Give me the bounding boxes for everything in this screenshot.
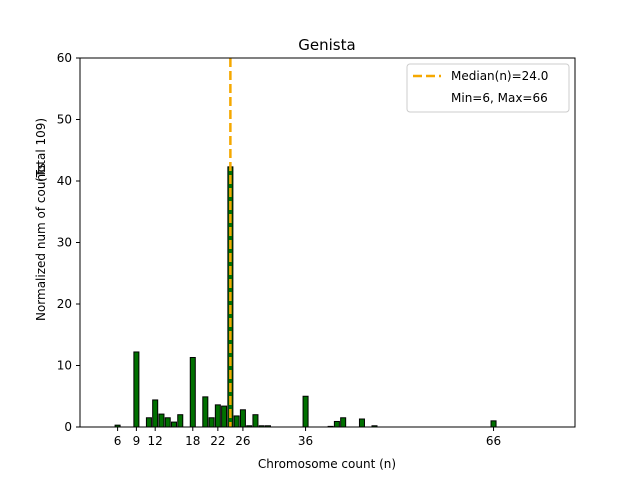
y-tick-label: 20 bbox=[57, 297, 72, 311]
bar bbox=[490, 420, 497, 428]
legend-minmax-label: Min=6, Max=66 bbox=[451, 91, 548, 105]
x-tick-label: 9 bbox=[133, 434, 141, 448]
chart-title: Genista bbox=[298, 36, 355, 54]
bar bbox=[158, 413, 165, 428]
bar bbox=[302, 395, 309, 428]
bar bbox=[358, 418, 365, 428]
y-tick-label: 40 bbox=[57, 174, 72, 188]
bar bbox=[233, 415, 240, 428]
bar bbox=[239, 409, 246, 428]
bar bbox=[145, 417, 152, 428]
y-axis-label: Normalized num of counts bbox=[34, 163, 48, 321]
x-tick-label: 6 bbox=[114, 434, 122, 448]
x-axis-label: Chromosome count (n) bbox=[258, 457, 396, 471]
x-tick-label: 22 bbox=[210, 434, 225, 448]
bar bbox=[164, 417, 171, 428]
bar bbox=[133, 351, 140, 428]
x-tick-label: 66 bbox=[486, 434, 501, 448]
legend: Median(n)=24.0 Min=6, Max=66 bbox=[406, 63, 570, 113]
bar bbox=[333, 420, 340, 428]
x-tick-label: 18 bbox=[185, 434, 200, 448]
y-tick-label: 30 bbox=[57, 236, 72, 250]
bar bbox=[177, 414, 184, 428]
bar bbox=[214, 404, 221, 428]
bar bbox=[208, 417, 215, 428]
bar bbox=[202, 396, 209, 428]
x-tick-label: 26 bbox=[235, 434, 250, 448]
y-tick-label: 60 bbox=[57, 51, 72, 65]
plot-frame bbox=[79, 57, 576, 428]
legend-box bbox=[406, 63, 570, 113]
bar bbox=[170, 421, 177, 428]
x-tick-label: 36 bbox=[298, 434, 313, 448]
bar bbox=[152, 399, 159, 428]
bar bbox=[252, 414, 259, 428]
y-tick-label: 10 bbox=[57, 359, 72, 373]
bar bbox=[221, 405, 228, 428]
bar bbox=[189, 357, 196, 428]
y-axis-total-label: (Total 109) bbox=[34, 118, 48, 182]
y-tick-label: 50 bbox=[57, 113, 72, 127]
y-tick-label: 0 bbox=[64, 420, 72, 434]
x-tick-label: 12 bbox=[148, 434, 163, 448]
bar bbox=[340, 417, 347, 428]
legend-median-label: Median(n)=24.0 bbox=[451, 69, 548, 83]
